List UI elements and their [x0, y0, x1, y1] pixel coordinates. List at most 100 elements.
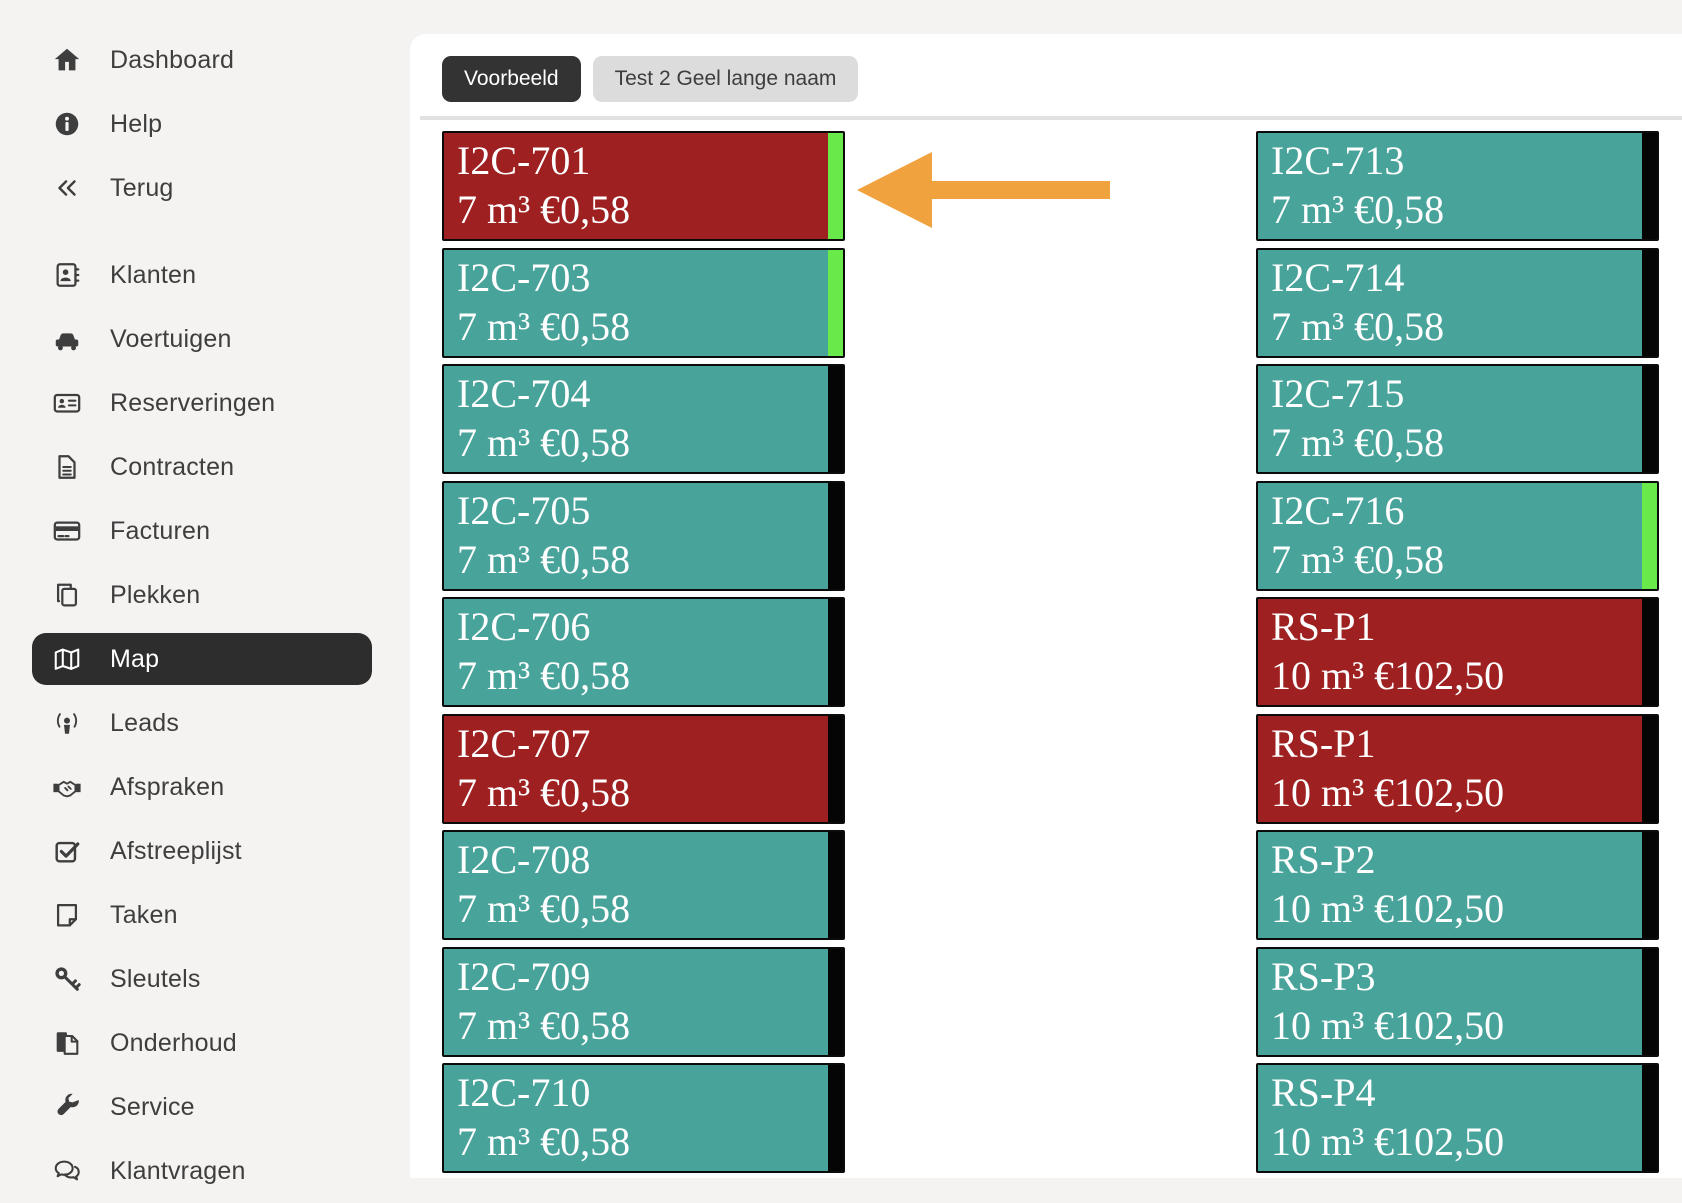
sidebar-item-label: Help — [110, 109, 163, 138]
sidebar-item-label: Afstreeplijst — [110, 836, 242, 865]
unit-rs-p1[interactable]: RS-P1 10 m³ €102,50 — [1256, 597, 1659, 707]
sidebar-item-service[interactable]: Service — [0, 1075, 410, 1139]
unit-details: 10 m³ €102,50 — [1271, 653, 1505, 698]
sidebar-item-label: Terug — [110, 173, 174, 202]
unit-i2c-713[interactable]: I2C-713 7 m³ €0,58 — [1256, 131, 1659, 241]
sidebar-item-facturen[interactable]: Facturen — [0, 499, 410, 563]
unit-rs-p4[interactable]: RS-P4 10 m³ €102,50 — [1256, 1063, 1659, 1173]
unit-i2c-716[interactable]: I2C-716 7 m³ €0,58 — [1256, 480, 1659, 591]
unit-details: 7 m³ €0,58 — [457, 536, 631, 582]
left-arrow-icon — [857, 152, 1110, 228]
handshake-icon — [52, 772, 82, 802]
unit-i2c-701[interactable]: I2C-701 7 m³ €0,58 — [442, 131, 845, 241]
sidebar-item-afstreeplijst[interactable]: Afstreeplijst — [0, 819, 410, 883]
sidebar-item-sleutels[interactable]: Sleutels — [0, 947, 410, 1011]
sidebar-item-label: Facturen — [110, 516, 211, 545]
unit-name: RS-P2 — [1271, 837, 1376, 882]
unit-rs-p2[interactable]: RS-P2 10 m³ €102,50 — [1256, 830, 1659, 940]
unit-i2c-707[interactable]: I2C-707 7 m³ €0,58 — [442, 713, 845, 824]
unit-i2c-704[interactable]: I2C-704 7 m³ €0,58 — [442, 364, 845, 474]
podcast-icon — [52, 708, 82, 738]
unit-name: I2C-707 — [457, 720, 591, 766]
sidebar-item-afspraken[interactable]: Afspraken — [0, 755, 410, 819]
copy-icon — [52, 580, 82, 610]
unit-status-strip — [1642, 715, 1657, 822]
page: { "sidebar": { "items": [ {"label": "Das… — [0, 28, 1682, 1185]
sidebar-item-label: Afspraken — [110, 772, 225, 801]
unit-details: 7 m³ €0,58 — [457, 653, 631, 698]
tab-voorbeeld[interactable]: Voorbeeld — [442, 56, 581, 102]
sidebar-item-reserveringen[interactable]: Reserveringen — [0, 371, 410, 435]
unit-name: I2C-703 — [457, 254, 591, 300]
unit-rs-p1[interactable]: RS-P1 10 m³ €102,50 — [1256, 713, 1659, 824]
unit-status-strip — [1642, 599, 1657, 705]
sidebar-item-onderhoud[interactable]: Onderhoud — [0, 1011, 410, 1075]
unit-status-strip — [828, 1065, 843, 1171]
unit-details: 7 m³ €0,58 — [457, 1002, 631, 1048]
tab-label: Voorbeeld — [464, 67, 559, 90]
file-lines-icon — [52, 452, 82, 482]
unit-details: 7 m³ €0,58 — [457, 769, 631, 815]
key-icon — [52, 964, 82, 994]
sidebar-item-help[interactable]: Help — [0, 92, 410, 156]
sidebar-item-label: Map — [110, 644, 160, 673]
sidebar-item-voertuigen[interactable]: Voertuigen — [0, 307, 410, 371]
credit-card-icon — [52, 516, 82, 546]
sidebar-item-label: Dashboard — [110, 45, 235, 74]
unit-status-strip — [828, 482, 843, 589]
sidebar-item-label: Plekken — [110, 580, 201, 609]
sidebar-item-klantvragen[interactable]: Klantvragen — [0, 1139, 410, 1203]
unit-i2c-706[interactable]: I2C-706 7 m³ €0,58 — [442, 597, 845, 707]
unit-status-strip — [1642, 832, 1657, 938]
unit-i2c-714[interactable]: I2C-714 7 m³ €0,58 — [1256, 247, 1659, 358]
unit-status-strip — [1642, 482, 1657, 589]
unit-details: 7 m³ €0,58 — [1271, 187, 1445, 232]
unit-name: I2C-705 — [457, 487, 591, 533]
sidebar-item-label: Leads — [110, 708, 180, 737]
unit-name: I2C-701 — [457, 138, 591, 183]
sidebar-item-label: Klanten — [110, 260, 197, 289]
sidebar-item-plekken[interactable]: Plekken — [0, 563, 410, 627]
unit-i2c-703[interactable]: I2C-703 7 m³ €0,58 — [442, 247, 845, 358]
unit-name: RS-P1 — [1271, 604, 1376, 649]
unit-i2c-705[interactable]: I2C-705 7 m³ €0,58 — [442, 480, 845, 591]
unit-details: 7 m³ €0,58 — [1271, 420, 1445, 465]
unit-i2c-708[interactable]: I2C-708 7 m³ €0,58 — [442, 830, 845, 940]
tab-label: Test 2 Geel lange naam — [614, 67, 837, 90]
sidebar-item-contracten[interactable]: Contracten — [0, 435, 410, 499]
unit-name: I2C-708 — [457, 837, 591, 882]
unit-i2c-709[interactable]: I2C-709 7 m³ €0,58 — [442, 946, 845, 1057]
unit-name: RS-P3 — [1271, 953, 1376, 999]
sidebar-section-divider — [0, 220, 410, 243]
sidebar-item-taken[interactable]: Taken — [0, 883, 410, 947]
unit-details: 7 m³ €0,58 — [457, 420, 631, 465]
unit-details: 7 m³ €0,58 — [457, 187, 631, 232]
unit-rs-p3[interactable]: RS-P3 10 m³ €102,50 — [1256, 946, 1659, 1057]
unit-details: 7 m³ €0,58 — [457, 886, 631, 931]
unit-i2c-710[interactable]: I2C-710 7 m³ €0,58 — [442, 1063, 845, 1173]
unit-name: I2C-713 — [1271, 138, 1405, 183]
unit-name: I2C-715 — [1271, 371, 1405, 416]
sidebar-item-label: Sleutels — [110, 964, 201, 993]
unit-name: RS-P1 — [1271, 720, 1376, 766]
unit-details: 10 m³ €102,50 — [1271, 1002, 1505, 1048]
sidebar-item-map[interactable]: Map — [32, 633, 372, 685]
unit-name: I2C-714 — [1271, 254, 1405, 300]
sidebar-item-leads[interactable]: Leads — [0, 691, 410, 755]
sidebar-item-klanten[interactable]: Klanten — [0, 243, 410, 307]
sidebar-item-label: Contracten — [110, 452, 235, 481]
tab-bar: Voorbeeld Test 2 Geel lange naam — [442, 56, 859, 102]
unit-status-strip — [1642, 249, 1657, 356]
sidebar-item-dashboard[interactable]: Dashboard — [0, 28, 410, 92]
sidebar-item-label: Klantvragen — [110, 1156, 246, 1185]
tab-test-2-geel-lange-naam[interactable]: Test 2 Geel lange naam — [592, 56, 859, 102]
unit-details: 10 m³ €102,50 — [1271, 886, 1505, 931]
map-column-right: I2C-713 7 m³ €0,58 I2C-714 7 m³ €0,58 I2… — [1256, 131, 1659, 1180]
sidebar-item-terug[interactable]: Terug — [0, 156, 410, 220]
unit-i2c-715[interactable]: I2C-715 7 m³ €0,58 — [1256, 364, 1659, 474]
unit-details: 7 m³ €0,58 — [457, 1119, 631, 1164]
unit-status-strip — [828, 133, 843, 239]
sticky-note-icon — [52, 900, 82, 930]
unit-status-strip — [1642, 1065, 1657, 1171]
unit-name: I2C-704 — [457, 371, 591, 416]
